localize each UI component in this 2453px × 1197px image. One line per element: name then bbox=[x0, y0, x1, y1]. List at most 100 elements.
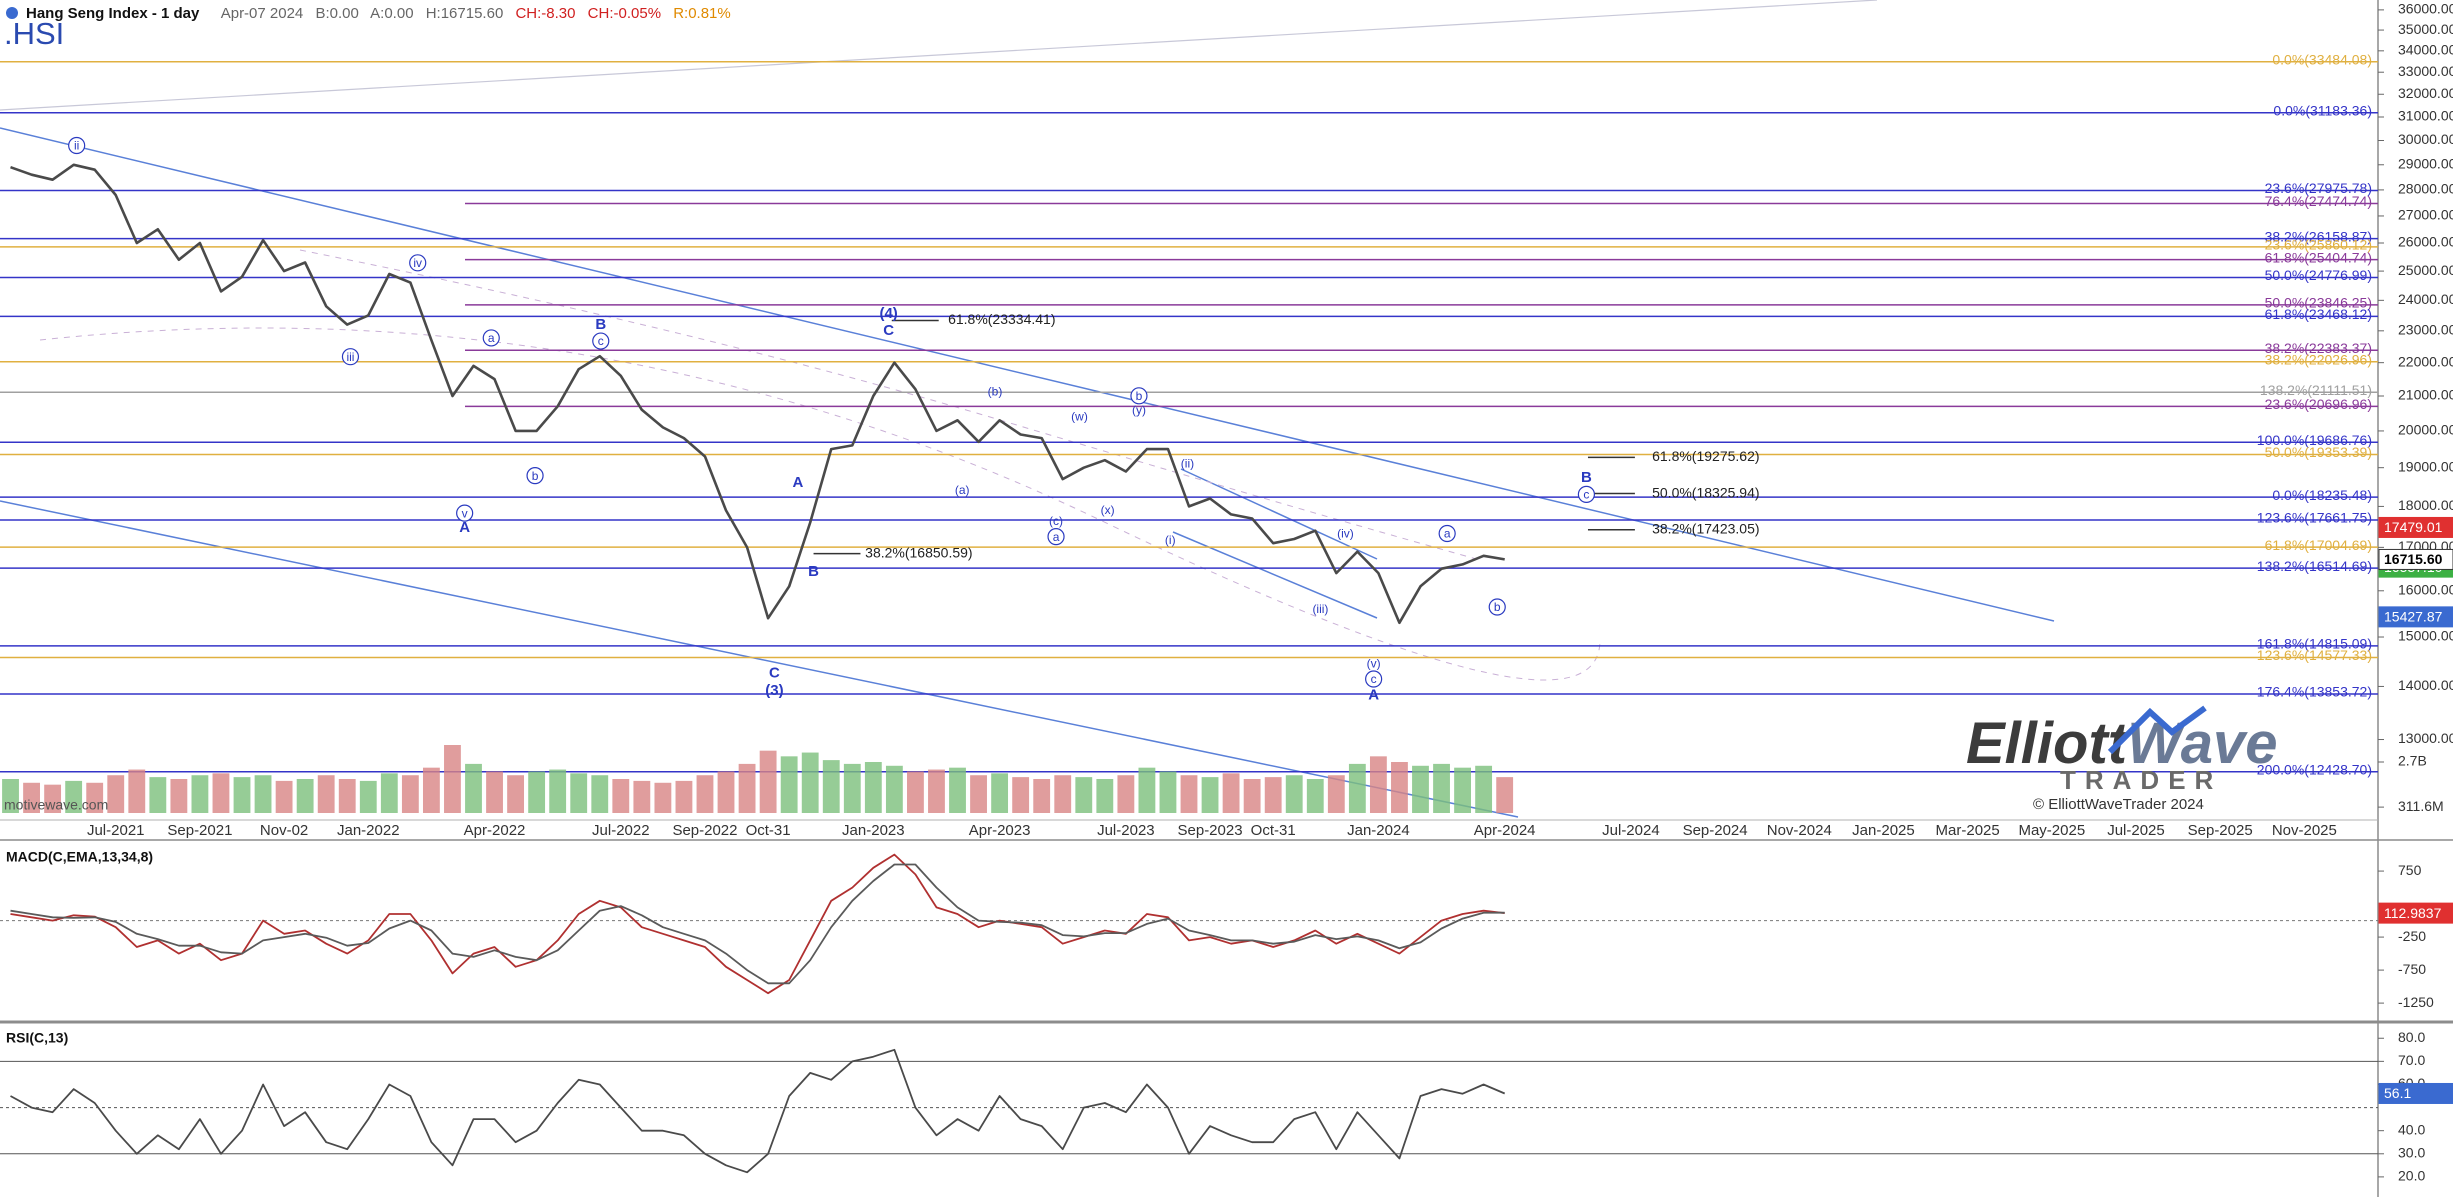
wave-label: A bbox=[459, 519, 470, 536]
x-tick-label: Nov-2024 bbox=[1767, 822, 1832, 839]
volume-bar bbox=[1243, 779, 1261, 813]
series-line bbox=[10, 1048, 1506, 1174]
volume-bar bbox=[170, 779, 188, 813]
volume-bar bbox=[612, 779, 630, 813]
header-last: H:16715.60 bbox=[426, 5, 504, 22]
volume-bar bbox=[1327, 775, 1345, 813]
volume-bar bbox=[822, 760, 840, 813]
y-tick-label: 25000.00 bbox=[2398, 262, 2453, 278]
volume-bar bbox=[528, 771, 546, 813]
x-tick-label: May-2025 bbox=[2018, 822, 2085, 839]
wave-circle bbox=[68, 136, 86, 155]
header-title: Hang Seng Index - 1 day bbox=[26, 5, 200, 22]
x-tick-label: Oct-31 bbox=[1251, 822, 1296, 839]
volume-bar bbox=[1159, 771, 1177, 813]
volume-bar bbox=[422, 767, 440, 813]
volume-bar bbox=[1454, 767, 1471, 813]
volume-bar bbox=[44, 784, 62, 813]
wave-label: (a) bbox=[955, 483, 970, 497]
y-tick-label: 70.0 bbox=[2398, 1052, 2425, 1068]
volume-bar bbox=[717, 771, 735, 813]
volume-bar bbox=[907, 771, 924, 813]
volume-bar bbox=[1075, 777, 1093, 813]
fib-level-label: 50.0%(19353.39) bbox=[2265, 444, 2372, 460]
wave-circle bbox=[592, 332, 610, 350]
wave-label: (y) bbox=[1132, 403, 1146, 417]
target-label: 61.8%(23334.41) bbox=[948, 311, 1055, 327]
y-tick-label: 30.0 bbox=[2398, 1144, 2425, 1160]
axis-marker bbox=[2378, 902, 2453, 924]
volume-bar bbox=[696, 775, 714, 813]
volume-bar bbox=[1306, 779, 1324, 813]
wave-label: (ii) bbox=[1181, 456, 1194, 470]
y-tick-label: 80.0 bbox=[2398, 1029, 2425, 1045]
y-tick-label: 311.6M bbox=[2398, 798, 2444, 814]
volume-bar bbox=[233, 777, 251, 813]
x-tick-label: Mar-2025 bbox=[1936, 822, 2000, 839]
header-icon bbox=[6, 7, 18, 19]
wave-label: (iv) bbox=[1337, 527, 1354, 541]
y-tick-label: 33000.00 bbox=[2398, 63, 2453, 79]
fib-level-label: 138.2%(21111.51) bbox=[2260, 382, 2372, 398]
volume-bar bbox=[1138, 767, 1156, 813]
fib-level-label: 100.0%(19686.76) bbox=[2257, 432, 2372, 448]
y-tick-label: 30000.00 bbox=[2398, 131, 2453, 147]
volume-bar bbox=[1201, 777, 1219, 813]
volume-bar bbox=[780, 756, 798, 813]
target-label: 38.2%(17423.05) bbox=[1652, 520, 1759, 536]
wave-circle bbox=[456, 504, 474, 522]
target-label: 50.0%(18325.94) bbox=[1652, 484, 1759, 500]
axis-marker-label: 56.1 bbox=[2384, 1085, 2411, 1101]
y-tick-label: -1250 bbox=[2398, 994, 2434, 1010]
volume-bar bbox=[1180, 775, 1198, 813]
wave-label: (iii) bbox=[1312, 602, 1328, 616]
wave-circle bbox=[1488, 598, 1506, 616]
volume-bar bbox=[949, 767, 966, 813]
volume-bar bbox=[1348, 763, 1366, 813]
volume-bar bbox=[128, 769, 146, 813]
header-change: CH:-8.30 bbox=[515, 5, 575, 22]
volume-bar bbox=[149, 777, 167, 813]
volume-bar bbox=[928, 769, 945, 813]
x-tick-label: Sep-2023 bbox=[1178, 822, 1243, 839]
volume-bar bbox=[191, 775, 209, 813]
fib-level-label: 123.6%(14577.33) bbox=[2257, 647, 2372, 663]
volume-bar bbox=[296, 779, 314, 813]
volume-bar bbox=[1096, 779, 1114, 813]
wave-circle bbox=[1365, 670, 1383, 688]
volume-bar bbox=[1412, 765, 1429, 813]
volume-bar bbox=[338, 779, 356, 813]
y-tick-label: 19000.00 bbox=[2398, 458, 2453, 474]
fib-level-label: 0.0%(18235.48) bbox=[2272, 487, 2372, 503]
volume-bar bbox=[654, 782, 672, 813]
x-tick-label: Jul-2025 bbox=[2107, 822, 2165, 839]
volume-bar bbox=[401, 775, 419, 813]
axis-marker-label: 15427.87 bbox=[2384, 609, 2443, 625]
wave-label: a bbox=[1444, 527, 1451, 541]
y-tick-label: 21000.00 bbox=[2398, 387, 2453, 403]
wave-label: ii bbox=[74, 139, 79, 153]
target-label: 38.2%(16850.59) bbox=[865, 544, 972, 560]
y-tick-label: 34000.00 bbox=[2398, 42, 2453, 58]
projection-curve bbox=[299, 249, 1481, 561]
wave-label: b bbox=[1494, 600, 1501, 614]
x-tick-label: Jul-2023 bbox=[1097, 822, 1155, 839]
y-tick-label: 32000.00 bbox=[2398, 85, 2453, 101]
fib-level-label: 76.4%(27474.74) bbox=[2265, 193, 2372, 209]
y-tick-label: 28000.00 bbox=[2398, 181, 2453, 197]
fib-level-label: 61.8%(17004.69) bbox=[2265, 537, 2372, 553]
wave-label: C bbox=[883, 322, 894, 339]
logo-word2: Wave bbox=[2127, 711, 2277, 776]
volume-bar bbox=[1475, 765, 1493, 813]
fib-level-label: 50.0%(23846.25) bbox=[2265, 295, 2372, 311]
volume-bar bbox=[970, 775, 987, 813]
volume-bar bbox=[738, 763, 756, 813]
volume-bar bbox=[1433, 763, 1450, 813]
volume-bar bbox=[864, 762, 882, 813]
x-tick-label: Sep-2024 bbox=[1683, 822, 1748, 839]
x-tick-label: Sep-2022 bbox=[672, 822, 737, 839]
